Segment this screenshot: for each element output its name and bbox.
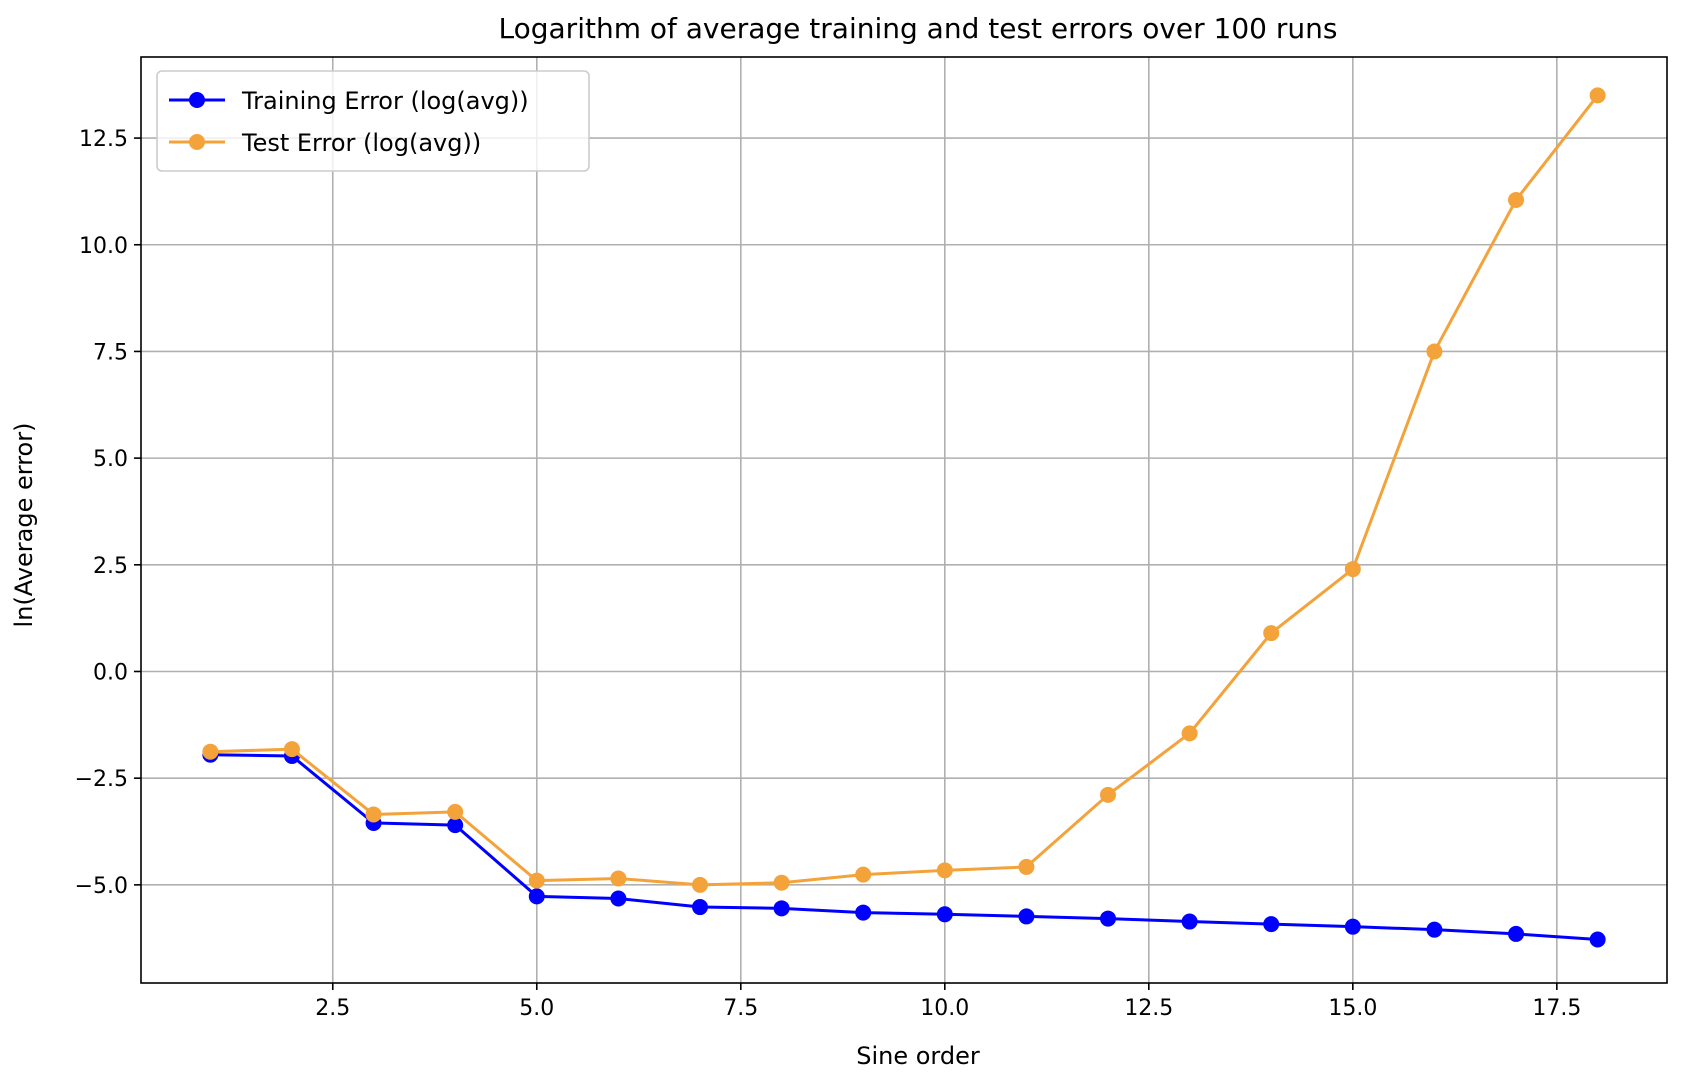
grid [141, 57, 1667, 983]
data-point [936, 906, 953, 923]
y-tick-label: −2.5 [75, 767, 128, 792]
data-point [1508, 925, 1525, 942]
data-point [855, 866, 872, 883]
series-layer [202, 87, 1606, 948]
data-point [773, 874, 790, 891]
series-line [210, 753, 1598, 941]
data-point [447, 803, 464, 820]
x-tick-label: 15.0 [1328, 996, 1377, 1021]
data-point [1181, 725, 1198, 742]
y-tick-label: 5.0 [93, 447, 128, 472]
y-tick-label: 10.0 [79, 234, 128, 259]
legend: Training Error (log(avg)) Test Error (log… [156, 70, 590, 172]
data-point [1018, 858, 1035, 875]
legend-item: Training Error (log(avg)) [169, 87, 529, 115]
data-point [447, 817, 464, 834]
data-point [283, 741, 300, 758]
data-point [691, 899, 708, 916]
y-tick-label: −5.0 [75, 874, 128, 899]
x-tick-label: 2.5 [315, 996, 350, 1021]
y-tick-label: 7.5 [93, 340, 128, 365]
data-point [1589, 931, 1606, 948]
data-point [528, 872, 545, 889]
data-point [691, 876, 708, 893]
data-point [1181, 913, 1198, 930]
legend-marker [189, 92, 205, 108]
y-axis-label: ln(Average error) [10, 423, 38, 628]
data-point [1100, 910, 1117, 927]
y-tick-label: 0.0 [93, 660, 128, 685]
legend-item: Test Error (log(avg)) [169, 129, 481, 157]
data-point [1100, 786, 1117, 803]
data-point [1508, 191, 1525, 208]
x-tick-label: 12.5 [1124, 996, 1173, 1021]
series-1 [202, 87, 1606, 893]
data-point [610, 890, 627, 907]
legend-marker [189, 134, 205, 150]
axis-ticks: 2.5 5.0 7.5 10.0 12.5 15.0 17.5 −5.0 −2.5 0.0 2.5 5… [75, 127, 1582, 1021]
data-point [365, 806, 382, 823]
x-tick-label: 10.0 [920, 996, 969, 1021]
x-tick-label: 5.0 [519, 996, 554, 1021]
data-point [1589, 87, 1606, 104]
x-tick-label: 17.5 [1532, 996, 1581, 1021]
data-point [528, 888, 545, 905]
legend-label: Test Error (log(avg)) [241, 129, 481, 157]
data-point [936, 862, 953, 879]
data-point [610, 870, 627, 887]
data-point [1018, 908, 1035, 925]
y-tick-label: 12.5 [79, 127, 128, 152]
data-point [1263, 625, 1280, 642]
data-point [1426, 343, 1443, 360]
plot-area-border [140, 56, 1668, 984]
legend-box [156, 70, 590, 172]
x-axis-label: Sine order [856, 1042, 980, 1070]
data-point [1426, 921, 1443, 938]
y-tick-label: 2.5 [93, 554, 128, 579]
data-point [202, 743, 219, 760]
series-line [210, 94, 1599, 887]
legend-label: Training Error (log(avg)) [241, 87, 529, 115]
chart-title: Logarithm of average training and test e… [499, 12, 1338, 45]
x-tick-label: 7.5 [723, 996, 758, 1021]
data-point [773, 900, 790, 917]
data-point [855, 904, 872, 921]
data-point [1344, 561, 1361, 578]
data-point [1263, 916, 1280, 933]
data-point [1344, 918, 1361, 935]
